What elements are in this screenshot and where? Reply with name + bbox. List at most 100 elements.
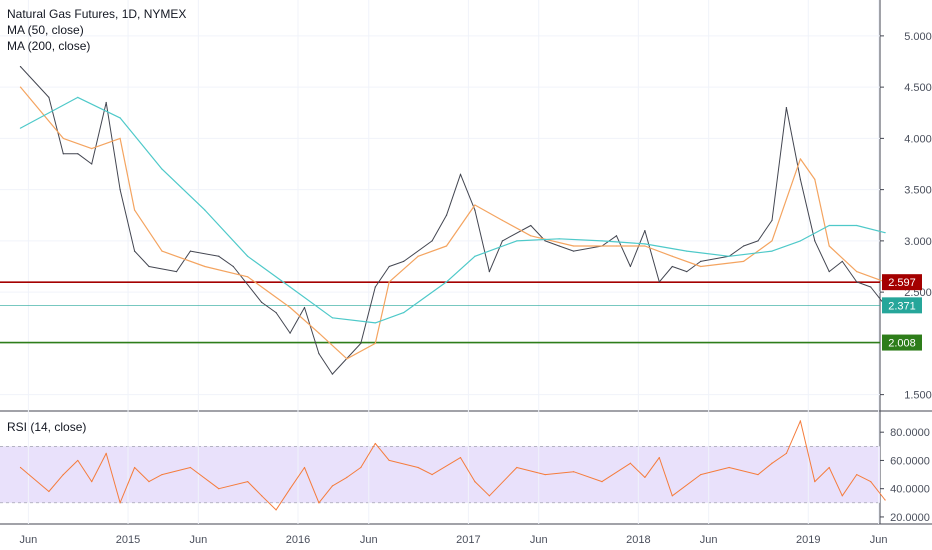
price-point	[105, 101, 107, 104]
ma50-point	[388, 281, 390, 283]
rsi-point	[488, 495, 490, 497]
rsi-point	[870, 481, 872, 483]
ma200-point	[374, 322, 376, 324]
rsi-point	[48, 490, 50, 493]
price-point	[544, 240, 546, 242]
ma50-point	[289, 306, 291, 309]
rsi-point	[417, 466, 419, 469]
ma50-point	[828, 245, 830, 247]
ma50-point	[700, 265, 702, 268]
rsi-point	[629, 462, 632, 464]
rsi-point	[856, 473, 858, 476]
resistance-badge-label: 2.597	[888, 277, 916, 289]
rsi-point	[19, 466, 22, 469]
rsi-point	[77, 459, 79, 462]
price-point	[189, 250, 192, 252]
ma200-point	[728, 255, 730, 257]
price-point	[573, 250, 575, 252]
rsi-point	[388, 459, 390, 462]
ma50-point	[799, 158, 801, 160]
price-point	[615, 235, 618, 237]
ma50-point	[247, 276, 249, 278]
price-point	[828, 271, 830, 273]
rsi-point	[62, 473, 64, 476]
rsi-point	[91, 481, 93, 483]
ma50-point	[133, 209, 136, 211]
rsi-y-tick-label: 20.0000	[890, 512, 930, 524]
x-tick-label: Jun	[20, 534, 38, 546]
rsi-point	[247, 481, 249, 483]
price-point	[91, 163, 93, 165]
price-point	[388, 265, 390, 268]
price-point	[658, 281, 660, 283]
ma200-point	[884, 232, 886, 234]
price-point	[671, 265, 673, 268]
price-point	[403, 260, 405, 262]
price-point	[175, 271, 178, 273]
ma200-point	[161, 168, 163, 170]
price-point	[644, 230, 646, 232]
price-point	[218, 255, 220, 257]
price-point	[148, 265, 150, 268]
price-point	[133, 250, 136, 252]
rsi-point	[799, 420, 801, 422]
price-point	[48, 96, 50, 98]
price-point	[841, 260, 843, 262]
ma50-point	[742, 260, 745, 262]
last_price-badge	[882, 297, 922, 314]
rsi-point	[757, 473, 759, 476]
ma50-point	[644, 245, 646, 247]
rsi-point	[884, 499, 886, 501]
ma200-point	[644, 243, 646, 245]
rsi-y-tick-label: 60.0000	[890, 455, 930, 467]
ma50-point	[318, 332, 320, 334]
rsi-y-tick-label: 80.0000	[890, 427, 930, 439]
x-tick-label: Jun	[700, 534, 718, 546]
ma200-point	[601, 240, 603, 242]
ma50-point	[161, 250, 163, 252]
price-point	[289, 332, 291, 334]
ma200-point	[856, 224, 858, 227]
ma50-point	[19, 86, 22, 88]
price-point	[275, 312, 277, 314]
rsi-point	[474, 481, 476, 483]
rsi-point	[289, 488, 291, 490]
ma200-point	[19, 127, 22, 129]
price-point	[799, 178, 801, 180]
price-point	[445, 214, 448, 216]
rsi-point	[459, 457, 462, 459]
ma200-point	[403, 312, 405, 314]
rsi-point	[275, 509, 277, 511]
rsi-point	[785, 452, 788, 454]
rsi-point	[161, 473, 163, 476]
ma50-point	[615, 245, 618, 247]
rsi-point	[331, 485, 334, 487]
x-tick-label: 2016	[286, 534, 310, 546]
rsi-point	[346, 476, 348, 478]
x-tick-label: Jun	[189, 534, 207, 546]
price-point	[303, 306, 306, 309]
rsi-point	[644, 476, 646, 478]
price-point	[856, 281, 858, 283]
ma200-point	[119, 117, 121, 119]
support-badge-label: 2.008	[888, 338, 916, 350]
resistance-badge	[882, 274, 922, 291]
chart-title: Natural Gas Futures, 1D, NYMEX	[7, 7, 187, 21]
ma200-point	[516, 240, 518, 242]
ma200-point	[247, 255, 249, 257]
price-point	[331, 373, 334, 375]
ma200-point	[474, 255, 476, 257]
rsi-point	[374, 442, 376, 445]
last_price-badge-label: 2.371	[888, 300, 916, 312]
x-tick-label: Jun	[870, 534, 888, 546]
ma50-line	[20, 86, 886, 360]
rsi-point	[700, 473, 702, 476]
ma50-point	[814, 178, 816, 180]
ma50-point	[671, 255, 673, 257]
price-point	[459, 173, 462, 175]
price-point	[360, 342, 362, 344]
gridlines	[0, 0, 880, 524]
price-point	[742, 245, 745, 247]
price-point	[501, 240, 503, 242]
